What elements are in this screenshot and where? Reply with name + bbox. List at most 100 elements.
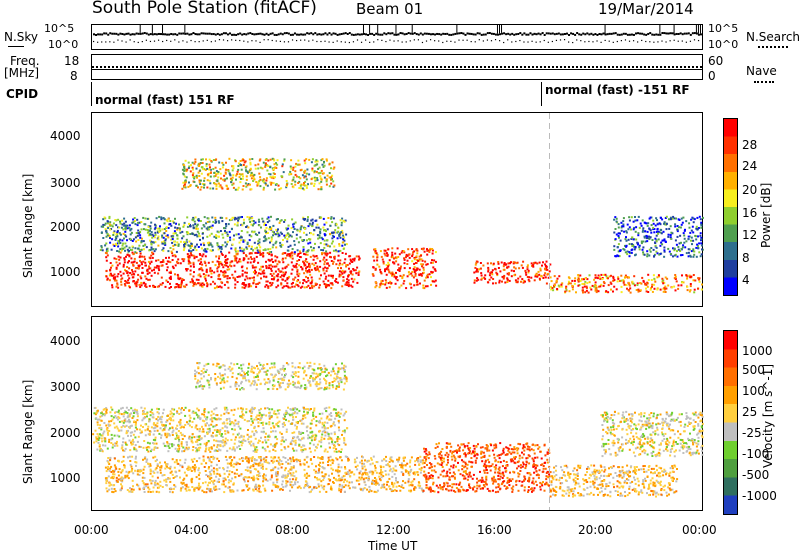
nsearch-point [689, 40, 692, 42]
power-cell [320, 169, 323, 172]
power-cell [632, 243, 635, 246]
power-cell [257, 242, 260, 245]
power-cell [224, 178, 227, 181]
velocity-cell [276, 474, 279, 477]
nsky-point [679, 32, 682, 35]
power-cell [174, 232, 177, 235]
nsky-point [350, 33, 353, 36]
velocity-cell [421, 462, 424, 465]
velocity-cell [313, 456, 316, 458]
power-cell [626, 250, 629, 253]
power-cell [254, 251, 257, 254]
power-cell [613, 279, 616, 281]
velocity-cell [105, 479, 108, 482]
nsky-point [107, 33, 110, 36]
power-cell [311, 218, 314, 221]
velocity-cell [212, 467, 215, 470]
power-cell [187, 185, 190, 188]
power-cell [109, 262, 112, 264]
nsearch-point [308, 40, 310, 42]
power-cell [122, 242, 125, 245]
velocity-cell [130, 465, 133, 468]
velocity-cell [235, 468, 238, 471]
power-cell [203, 186, 205, 189]
power-cell [294, 276, 297, 279]
power-cell [229, 236, 232, 239]
velocity-cell [296, 481, 299, 484]
power-cell [522, 260, 525, 263]
power-cell [237, 219, 240, 222]
power-cell [323, 256, 326, 259]
power-cell [179, 284, 182, 287]
velocity-cell [418, 486, 421, 489]
power-cell [641, 248, 644, 251]
power-cell [253, 241, 256, 244]
velocity-cell [369, 463, 372, 466]
power-cell [270, 215, 272, 218]
power-cell [296, 269, 299, 271]
nsky-point [139, 32, 142, 35]
nsky-point [133, 33, 136, 36]
power-cell [296, 270, 299, 273]
power-cell [625, 236, 627, 239]
power-cell [291, 218, 294, 221]
velocity-cell [120, 487, 123, 490]
power-cell [168, 277, 171, 280]
nsky-point [338, 33, 341, 36]
power-cell [239, 260, 242, 263]
power-cell [399, 267, 402, 270]
nsky-point [553, 33, 556, 36]
velocity-cell [289, 478, 291, 481]
velocity-cell [388, 477, 391, 480]
velocity-cell [371, 462, 374, 465]
power-cell [575, 291, 577, 294]
power-cell [615, 220, 618, 223]
velocity-cell [292, 407, 295, 410]
velocity-cell [304, 485, 307, 488]
power-cell [190, 245, 193, 247]
power-cell [406, 263, 409, 265]
nsky-point [271, 32, 274, 35]
power-cell [210, 226, 213, 229]
velocity-cell [160, 466, 163, 469]
power-cell [556, 288, 559, 290]
power-cell [338, 243, 341, 246]
power-cell [254, 167, 257, 170]
nsky-point [693, 32, 696, 35]
power-cell [232, 182, 235, 185]
power-cell [330, 176, 333, 179]
power-cell [284, 252, 287, 255]
power-cell [660, 232, 663, 235]
velocity-cell [149, 491, 152, 493]
velocity-cell [212, 455, 214, 458]
power-cell [194, 161, 197, 163]
velocity-cell [187, 486, 190, 489]
power-cell [189, 265, 192, 268]
power-cell [175, 250, 178, 253]
nsearch-point [608, 40, 610, 42]
power-cell [281, 252, 284, 255]
power-cell [205, 222, 208, 225]
power-cell [653, 287, 656, 290]
power-cell [245, 254, 247, 257]
power-cell [528, 276, 531, 279]
velocity-cell [393, 473, 396, 476]
nsearch-point [105, 41, 107, 43]
power-cell [193, 246, 196, 249]
nsky-label: N.Sky [4, 30, 39, 44]
velocity-cell [218, 460, 220, 462]
power-cell [250, 223, 253, 226]
velocity-cell [148, 488, 151, 491]
velocity-cell [318, 457, 321, 460]
power-cell [105, 252, 108, 255]
power-cell [669, 234, 672, 236]
power-cell [325, 221, 328, 224]
power-cell [327, 284, 330, 286]
power-cell [342, 238, 345, 241]
power-cell [157, 231, 159, 234]
power-cell [372, 274, 375, 277]
power-cell [272, 168, 275, 170]
power-cell [115, 267, 118, 270]
nsky-point [166, 33, 169, 36]
power-cell [149, 227, 152, 230]
